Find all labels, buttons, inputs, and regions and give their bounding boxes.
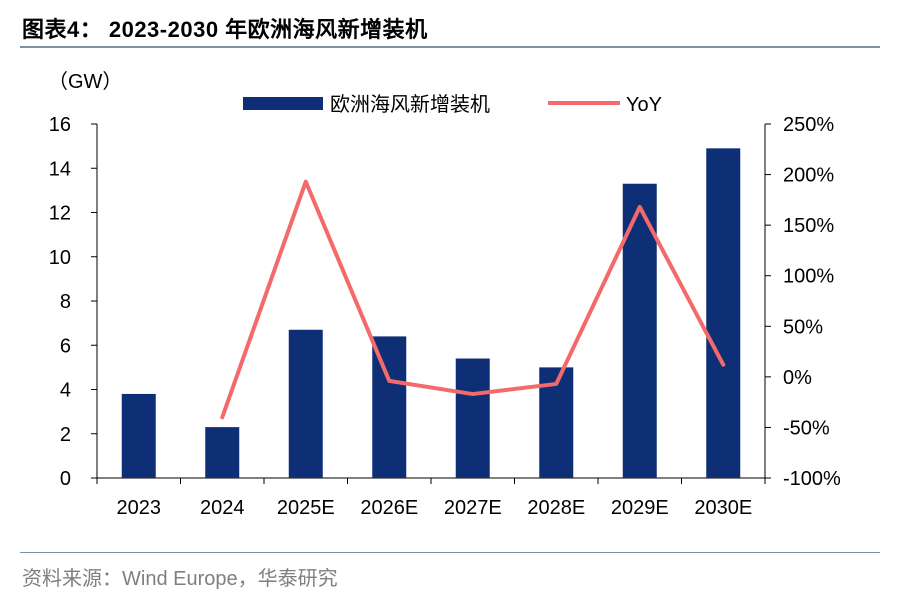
y-left-tick-label: 8 [60, 291, 71, 313]
axes [96, 124, 766, 479]
y-left-tick-label: 0 [60, 468, 71, 490]
y-left-tick-label: 2 [60, 424, 71, 446]
y-right-tick-label: 200% [783, 165, 834, 187]
y-right-tick-label: 0% [783, 367, 812, 389]
x-tick-label: 2028E [527, 497, 585, 519]
y-left-tick-label: 6 [60, 335, 71, 357]
source-note: 资料来源：Wind Europe，华泰研究 [22, 568, 338, 590]
bar [288, 329, 323, 478]
bar [455, 358, 490, 478]
x-tick-label: 2029E [611, 497, 669, 519]
y-left-tick-label: 4 [60, 380, 71, 402]
yoy-line [220, 179, 726, 420]
y-left-tick-label: 16 [49, 114, 71, 136]
bar [706, 148, 741, 478]
x-tick-label: 2030E [694, 497, 752, 519]
y-left-ticks: 0 2 4 6 8 10 12 14 16 [49, 114, 97, 490]
bar [372, 336, 407, 478]
y-right-tick-label: 150% [783, 215, 834, 237]
y-left-unit-label: （GW） [48, 70, 122, 93]
x-ticks: 2023 2024 2025E 2026E 2027E 2028E 2029E 2030E [96, 478, 766, 519]
y-left-tick-label: 10 [49, 247, 71, 269]
y-right-tick-label: 250% [783, 114, 834, 136]
legend-bar-label: 欧洲海风新增装机 [330, 93, 490, 116]
y-right-tick-label: 50% [783, 316, 823, 338]
title-divider [20, 46, 880, 48]
legend-line-label: YoY [626, 94, 662, 116]
y-left-tick-label: 14 [49, 158, 71, 180]
chart: （GW） 欧洲海风新增装机 YoY 0 2 4 6 8 10 12 14 16 -100% -50… [48, 70, 841, 519]
x-tick-label: 2024 [200, 497, 245, 519]
chart-title: 图表4： 2023-2030 年欧洲海风新增装机 [22, 17, 428, 42]
legend-bar-swatch [243, 97, 323, 110]
x-tick-label: 2025E [277, 497, 335, 519]
x-tick-label: 2027E [444, 497, 502, 519]
bar [205, 427, 240, 478]
legend: 欧洲海风新增装机 YoY [243, 93, 662, 116]
y-right-ticks: -100% -50% 0% 50% 100% 150% 200% 250% [765, 114, 841, 490]
y-right-tick-label: 100% [783, 266, 834, 288]
x-tick-label: 2023 [117, 497, 162, 519]
x-tick-label: 2026E [360, 497, 418, 519]
y-right-tick-label: -100% [783, 468, 841, 490]
y-left-tick-label: 12 [49, 203, 71, 225]
bar [121, 393, 156, 478]
source-divider [20, 552, 880, 553]
bars [121, 148, 741, 479]
y-right-tick-label: -50% [783, 417, 830, 439]
